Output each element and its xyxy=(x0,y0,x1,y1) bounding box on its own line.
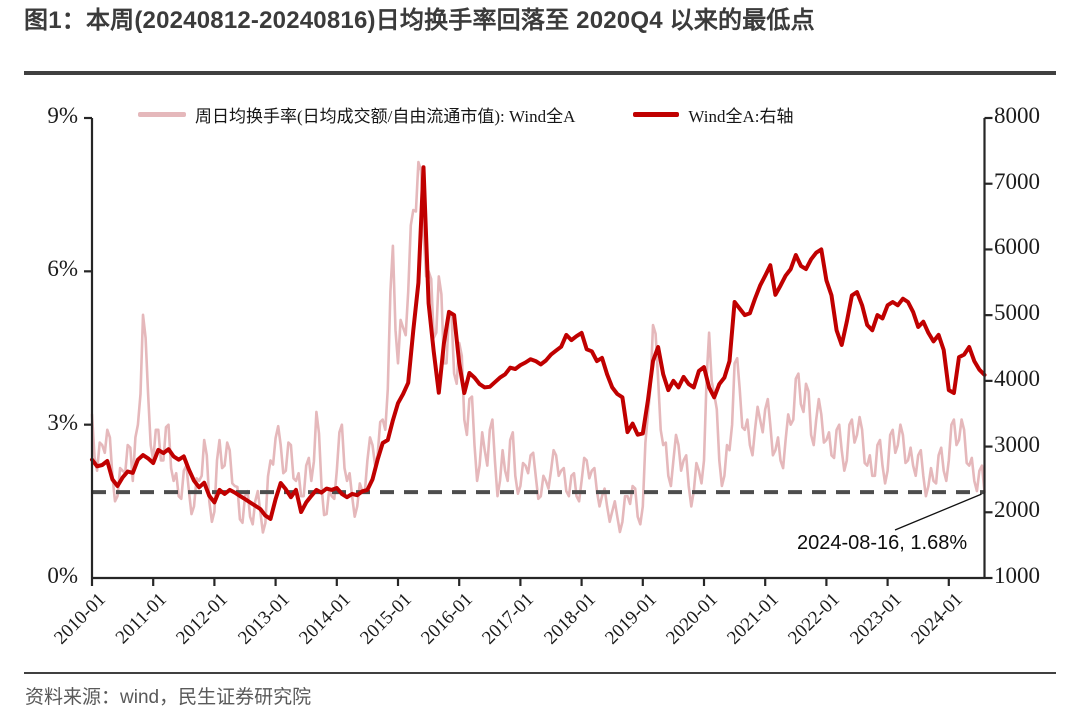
legend-swatch-index-line xyxy=(633,111,680,117)
y-right-label: 1000 xyxy=(994,563,1040,588)
low-point-annotation: 2024-08-16, 1.68% xyxy=(797,532,968,554)
title-underline xyxy=(24,71,1056,75)
source-divider xyxy=(24,672,1056,674)
y-left-label: 0% xyxy=(47,563,78,588)
y-right-label: 8000 xyxy=(994,103,1040,128)
legend-label-turnover: 周日均换手率(日均成交额/自由流通市值): Wind全A xyxy=(195,106,576,126)
y-left-label: 3% xyxy=(47,409,78,435)
annotation-leader-line xyxy=(894,493,982,531)
y-right-label: 2000 xyxy=(994,497,1040,523)
chart-legend: 周日均换手率(日均成交额/自由流通市值): Wind全A Wind全A:右轴 xyxy=(138,104,794,126)
turnover-series-line xyxy=(90,160,986,534)
legend-swatch-turnover-line xyxy=(138,111,186,117)
chart-canvas xyxy=(84,116,993,586)
y-right-label: 3000 xyxy=(994,431,1040,457)
y-right-label: 6000 xyxy=(994,234,1040,260)
index-series-line xyxy=(90,165,987,521)
page-title: 图1：本周(20240812-20240816)日均换手率回落至 2020Q4 … xyxy=(24,7,815,34)
legend-label-index: Wind全A:右轴 xyxy=(688,106,794,126)
y-left-label: 6% xyxy=(47,256,78,282)
y-right-label: 4000 xyxy=(994,365,1040,391)
y-right-label: 5000 xyxy=(994,300,1040,326)
y-right-label: 7000 xyxy=(994,168,1040,194)
turnover-chart: 周日均换手率(日均成交额/自由流通市值): Wind全A Wind全A:右轴 0… xyxy=(0,80,1080,670)
source-note: 资料来源：wind，民生证券研究院 xyxy=(25,687,312,708)
y-left-label: 9% xyxy=(47,103,78,128)
